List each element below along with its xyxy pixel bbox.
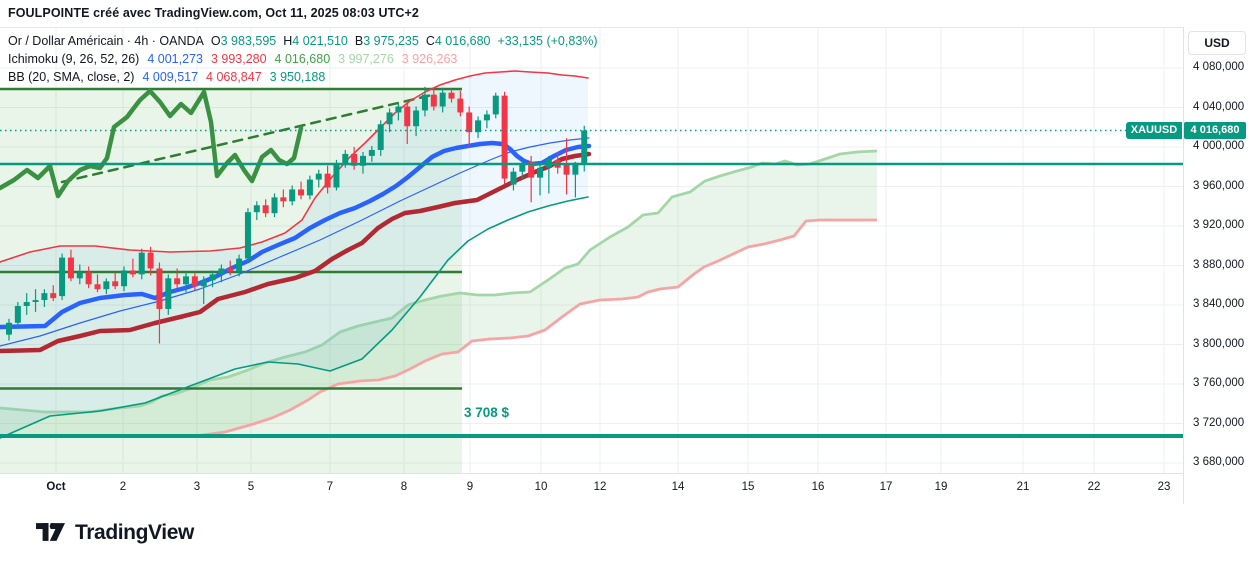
price-axis-label: 3 680,000 bbox=[1193, 456, 1245, 468]
time-axis-label: 19 bbox=[934, 481, 948, 493]
indicator-value: 4 001,273 bbox=[147, 52, 203, 66]
price-chart-canvas[interactable]: 3 708 $ bbox=[0, 0, 1183, 473]
ohlc-item: C4 016,680 bbox=[425, 34, 491, 48]
highlight-rect-layer bbox=[0, 89, 462, 473]
ohlc-item: O3 983,595 bbox=[210, 34, 277, 48]
bb-title: BB (20, SMA, close, 2) bbox=[8, 70, 135, 84]
svg-text:3 708 $: 3 708 $ bbox=[464, 405, 510, 420]
price-axis-label: 3 960,000 bbox=[1193, 179, 1245, 192]
indicator-value: 4 068,847 bbox=[206, 70, 262, 84]
time-axis-label: 5 bbox=[247, 481, 255, 493]
grid-layer bbox=[0, 27, 1183, 473]
time-axis-label: 17 bbox=[879, 481, 893, 493]
last-price-flag: 4 016,680 bbox=[1184, 122, 1246, 139]
indicator-value: 4 009,517 bbox=[142, 70, 199, 84]
time-axis-label: 21 bbox=[1016, 481, 1030, 493]
ohlc-item: B3 975,235 bbox=[354, 34, 419, 48]
ichimoku-values: 4 001,273 3 993,280 4 016,680 3 997,276 3 92… bbox=[139, 52, 457, 66]
watermark-attribution-title: FOULPOINTE créé avec TradingView.com, Oc… bbox=[8, 6, 419, 20]
symbol-title: Or / Dollar Américain · 4h · OANDA bbox=[8, 34, 204, 48]
tradingview-logo-link[interactable]: TradingView bbox=[36, 516, 194, 550]
indicator-lines-layer bbox=[0, 70, 592, 439]
indicator-value: 3 926,263 bbox=[401, 52, 458, 66]
currency-toggle-button[interactable]: USD bbox=[1188, 31, 1246, 55]
time-axis-label: 15 bbox=[741, 481, 755, 493]
ohlc-item: H4 021,510 bbox=[283, 34, 348, 48]
annotation-layer: 3 708 $ bbox=[464, 405, 510, 420]
time-axis-label: 16 bbox=[811, 481, 825, 493]
bb-values: 4 009,517 4 068,847 3 950,188 bbox=[134, 70, 325, 84]
time-axis-label: 22 bbox=[1087, 481, 1101, 493]
price-axis-label: 3 880,000 bbox=[1193, 258, 1245, 271]
time-axis-label: 7 bbox=[326, 481, 334, 493]
time-axis-label: 8 bbox=[400, 481, 408, 493]
price-axis-label: 3 760,000 bbox=[1193, 377, 1245, 389]
legend: Or / Dollar Américain · 4h · OANDA O3 983… bbox=[8, 33, 598, 87]
price-axis-label: 4 040,000 bbox=[1193, 100, 1245, 113]
time-axis-label: 2 bbox=[119, 481, 127, 493]
drawing-lines-layer[interactable] bbox=[0, 87, 462, 390]
time-axis-label: 14 bbox=[671, 481, 685, 493]
time-axis-label: Oct bbox=[46, 481, 66, 493]
price-axis-label: 3 840,000 bbox=[1193, 298, 1245, 310]
price-axis-label: 4 000,000 bbox=[1193, 140, 1245, 152]
time-axis-label: 3 bbox=[193, 481, 201, 493]
bb-legend-row[interactable]: BB (20, SMA, close, 2) 4 009,517 4 068,847… bbox=[8, 69, 598, 87]
ichimoku-legend-row[interactable]: Ichimoku (9, 26, 52, 26) 4 001,273 3 993,2… bbox=[8, 51, 598, 69]
symbol-price-flag: XAUUSD bbox=[1126, 122, 1182, 139]
time-axis-label: 10 bbox=[534, 481, 548, 493]
ichimoku-title: Ichimoku (9, 26, 52, 26) bbox=[8, 52, 140, 66]
indicator-value: 3 993,280 bbox=[210, 52, 267, 66]
ohlc-values: O3 983,595 H4 021,510 B3 975,235 C4 016,680 bbox=[204, 34, 491, 48]
price-axis-label: 3 720,000 bbox=[1193, 416, 1245, 429]
price-axis[interactable]: USD 4 080,000 4 040,000 4 000,000 3 960,000… bbox=[1183, 27, 1257, 504]
indicator-value: 3 997,276 bbox=[338, 52, 394, 66]
tradingview-logo-icon bbox=[36, 522, 65, 541]
price-axis-label: 3 920,000 bbox=[1193, 219, 1245, 231]
overlay-lines-layer[interactable] bbox=[0, 129, 1183, 438]
indicator-value: 4 016,680 bbox=[274, 52, 331, 66]
chart-top-divider bbox=[0, 27, 1257, 28]
indicator-value: 3 950,188 bbox=[269, 70, 326, 84]
time-axis[interactable]: Oct 2 3 5 7 8 9 10 12 14 15 16 17 19 21 22 23 bbox=[0, 473, 1183, 505]
symbol-legend-row[interactable]: Or / Dollar Américain · 4h · OANDA O3 983… bbox=[8, 33, 598, 51]
change-value: +33,135 (+0,83%) bbox=[497, 34, 598, 48]
price-axis-label: 4 080,000 bbox=[1193, 61, 1245, 73]
time-axis-label: 12 bbox=[593, 481, 607, 493]
price-axis-label: 3 800,000 bbox=[1193, 337, 1245, 350]
tradingview-logo-text: TradingView bbox=[75, 521, 194, 544]
time-axis-label: 23 bbox=[1157, 481, 1171, 493]
time-axis-label: 9 bbox=[466, 481, 474, 493]
